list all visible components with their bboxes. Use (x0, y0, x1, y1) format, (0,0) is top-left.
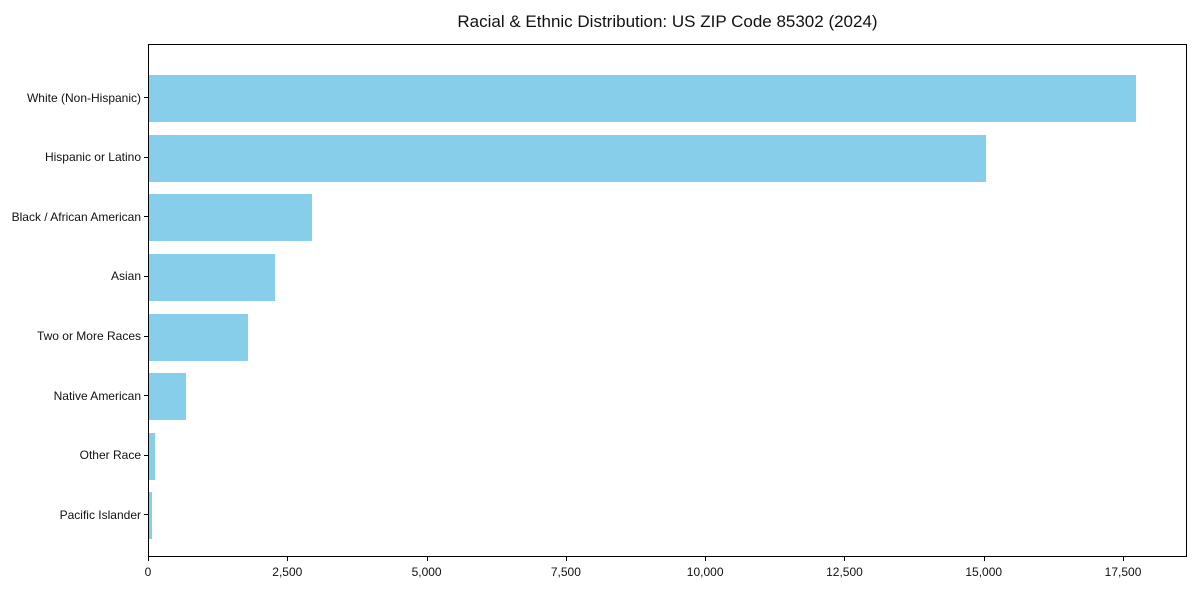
bar-hispanic-or-latino (149, 134, 987, 182)
x-tick-label: 15,000 (965, 565, 1003, 579)
y-axis-label: Pacific Islander (59, 507, 141, 522)
x-tick-label: 10,000 (686, 565, 724, 579)
x-tick-label: 5,000 (411, 565, 442, 579)
y-axis-label: Two or More Races (36, 329, 141, 344)
x-tick-mark (287, 557, 289, 561)
y-axis-label: White (Non-Hispanic) (26, 90, 141, 105)
x-tick-label: 12,500 (826, 565, 863, 579)
bar-pacific-islander (149, 492, 153, 540)
bar-native-american (149, 373, 187, 421)
bar-black-african-american (149, 194, 313, 242)
x-tick-label: 17,500 (1104, 565, 1142, 579)
y-axis-label: Black / African American (11, 209, 141, 224)
y-tick-mark (144, 514, 148, 516)
y-tick-mark (144, 395, 148, 397)
y-tick-mark (144, 156, 148, 158)
bar-asian (149, 253, 275, 301)
y-axis-label: Asian (110, 269, 141, 284)
y-tick-mark (144, 454, 148, 456)
x-tick-mark (426, 557, 428, 561)
bar-other-race (149, 432, 156, 480)
bar-white-non-hispanic (149, 75, 1136, 122)
y-tick-mark (144, 275, 148, 277)
x-tick-label: 0 (144, 565, 152, 579)
x-tick-mark (1123, 557, 1125, 561)
bar-two-or-more-races (149, 313, 249, 361)
y-axis-label: Native American (53, 388, 141, 403)
x-tick-mark (983, 557, 985, 561)
y-axis-label: Hispanic or Latino (44, 150, 141, 165)
x-tick-label: 7,500 (550, 565, 581, 579)
y-axis-label: Other Race (79, 448, 141, 463)
plot-area (148, 44, 1187, 557)
x-tick-mark (148, 557, 149, 561)
x-tick-mark (705, 557, 707, 561)
x-tick-mark (844, 557, 846, 561)
y-tick-mark (144, 216, 148, 218)
chart-title: Racial & Ethnic Distribution: US ZIP Cod… (457, 12, 878, 31)
x-tick-label: 2,500 (272, 565, 303, 579)
x-tick-mark (565, 557, 567, 561)
y-tick-mark (144, 97, 148, 98)
y-tick-mark (144, 335, 148, 337)
